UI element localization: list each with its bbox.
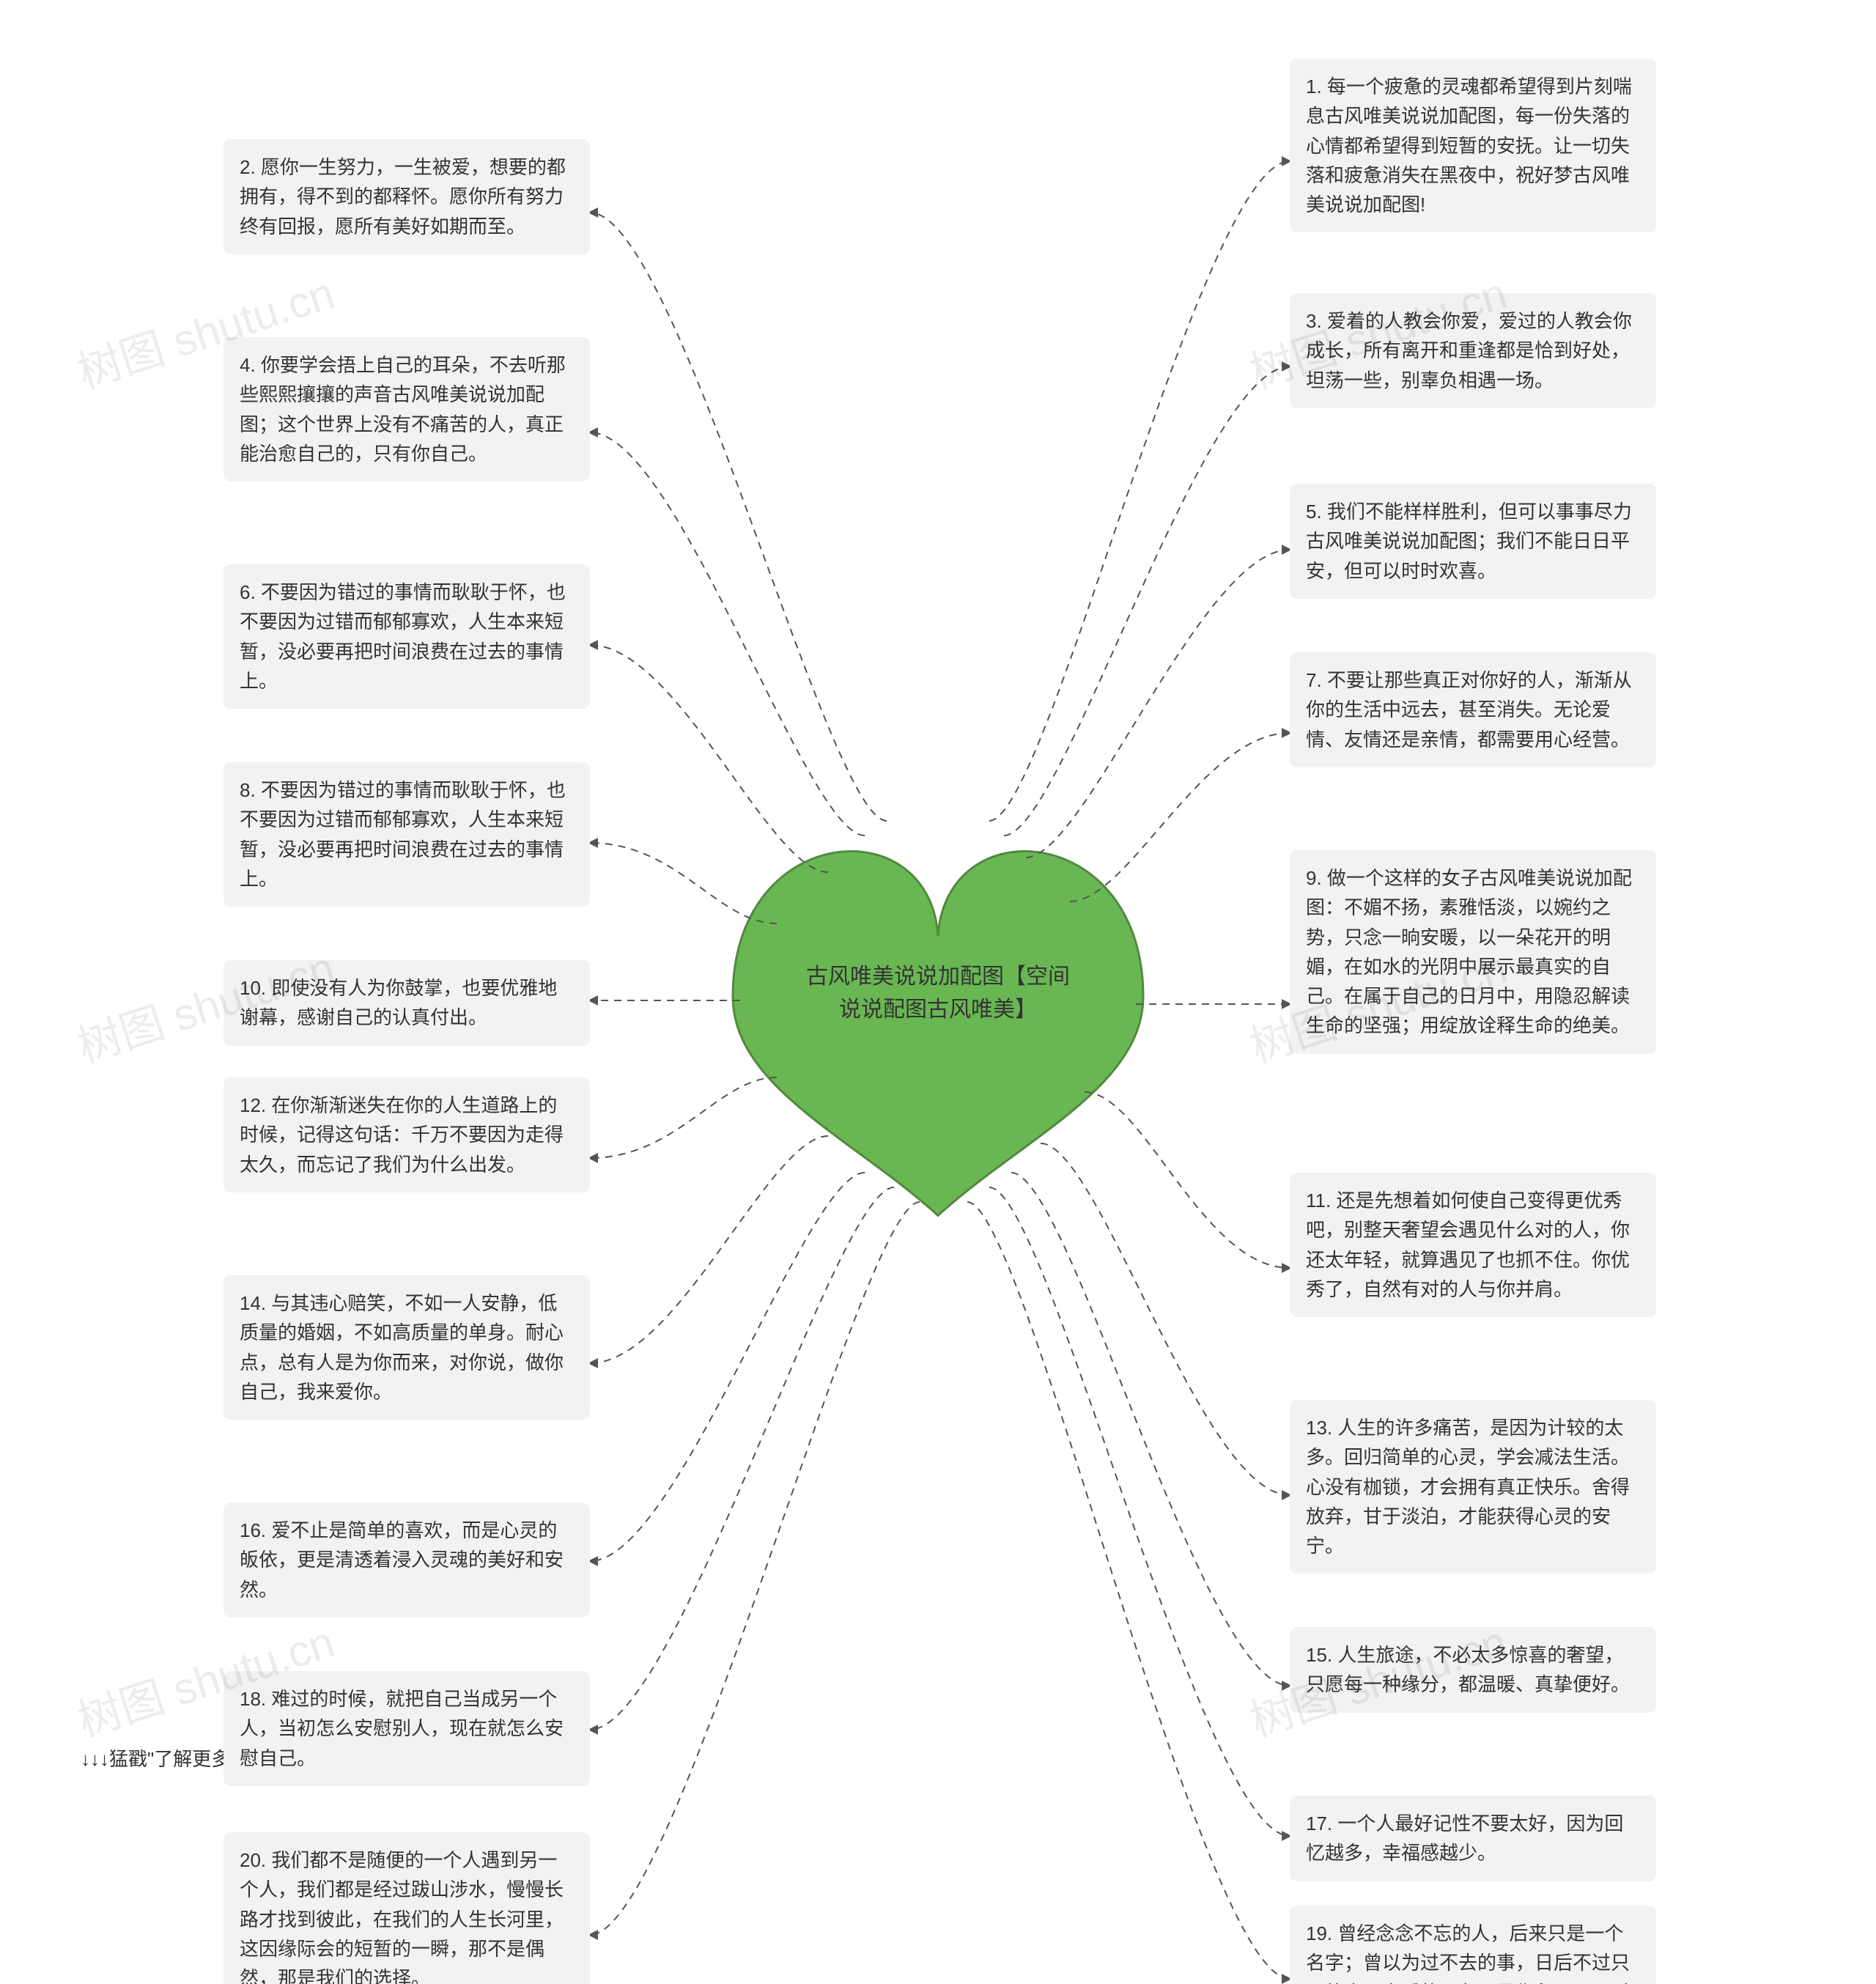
diagram-canvas: 古风唯美说说加配图【空间说说配图古风唯美】 ↓↓↓猛戳"了解更多"查看往期好文！… [0, 0, 1876, 1984]
quote-card: 15. 人生旅途，不必太多惊喜的奢望，只愿每一种缘分，都温暖、真挚便好。 [1290, 1627, 1656, 1713]
quote-card: 13. 人生的许多痛苦，是因为计较的太多。回归简单的心灵，学会减法生活。心没有枷… [1290, 1400, 1656, 1574]
quote-card: 12. 在你渐渐迷失在你的人生道路上的时候，记得这句话：千万不要因为走得太久，而… [224, 1077, 590, 1192]
quote-card: 17. 一个人最好记性不要太好，因为回忆越多，幸福感越少。 [1290, 1796, 1656, 1881]
connector [1004, 366, 1290, 836]
quote-card: 18. 难过的时候，就把自己当成另一个人，当初怎么安慰别人，现在就怎么安慰自己。 [224, 1671, 590, 1786]
quote-card: 10. 即使没有人为你鼓掌，也要优雅地谢幕，感谢自己的认真付出。 [224, 960, 590, 1046]
quote-card: 4. 你要学会捂上自己的耳朵，不去听那些熙熙攘攘的声音古风唯美说说加配图；这个世… [224, 337, 590, 482]
center-title: 古风唯美说说加配图【空间说说配图古风唯美】 [806, 960, 1070, 1026]
quote-card: 2. 愿你一生努力，一生被爱，想要的都拥有，得不到的都释怀。愿你所有努力终有回报… [224, 139, 590, 254]
connector [1041, 1143, 1290, 1495]
connector [590, 432, 865, 836]
connector [989, 161, 1290, 821]
connector [989, 1187, 1290, 1836]
connector [590, 843, 777, 923]
quote-card: 8. 不要因为错过的事情而耿耿于怀，也不要因为过错而郁郁寡欢，人生本来短暂，没必… [224, 762, 590, 907]
connector [1011, 1173, 1290, 1686]
quote-card: 19. 曾经念念不忘的人，后来只是一个名字；曾以为过不去的事，日后不过只是故事。… [1290, 1906, 1656, 1984]
quote-card: 20. 我们都不是随便的一个人遇到另一个人，我们都是经过跋山涉水，慢慢长路才找到… [224, 1832, 590, 1984]
connector [590, 1077, 777, 1158]
connector [1070, 733, 1290, 901]
connector [590, 213, 887, 821]
connector [590, 645, 828, 872]
quote-card: 5. 我们不能样样胜利，但可以事事尽力古风唯美说说加配图；我们不能日日平安，但可… [1290, 484, 1656, 599]
quote-card: 7. 不要让那些真正对你好的人，渐渐从你的生活中远去，甚至消失。无论爱情、友情还… [1290, 652, 1656, 767]
connector [590, 1173, 865, 1561]
quote-card: 9. 做一个这样的女子古风唯美说说加配图：不媚不扬，素雅恬淡，以婉约之势，只念一… [1290, 850, 1656, 1054]
connector [590, 1202, 920, 1935]
connector [967, 1202, 1290, 1979]
quote-card: 11. 还是先想着如何使自己变得更优秀吧，别整天奢望会遇见什么对的人，你还太年轻… [1290, 1173, 1656, 1317]
quote-card: 1. 每一个疲惫的灵魂都希望得到片刻喘息古风唯美说说加配图，每一份失落的心情都希… [1290, 59, 1656, 232]
center-heart [733, 851, 1143, 1215]
quote-card: 14. 与其违心赔笑，不如一人安静，低质量的婚姻，不如高质量的单身。耐心点，总有… [224, 1275, 590, 1420]
quote-card: 6. 不要因为错过的事情而耿耿于怀，也不要因为过错而郁郁寡欢，人生本来短暂，没必… [224, 564, 590, 709]
quote-card: 3. 爱着的人教会你爱，爱过的人教会你成长，所有离开和重逢都是恰到好处，坦荡一些… [1290, 293, 1656, 408]
connector [1026, 550, 1290, 858]
connector [1085, 1092, 1290, 1268]
connector [590, 1187, 894, 1730]
quote-card: 16. 爱不止是简单的喜欢，而是心灵的皈依，更是清透着浸入灵魂的美好和安然。 [224, 1502, 590, 1618]
connector [590, 1136, 828, 1363]
